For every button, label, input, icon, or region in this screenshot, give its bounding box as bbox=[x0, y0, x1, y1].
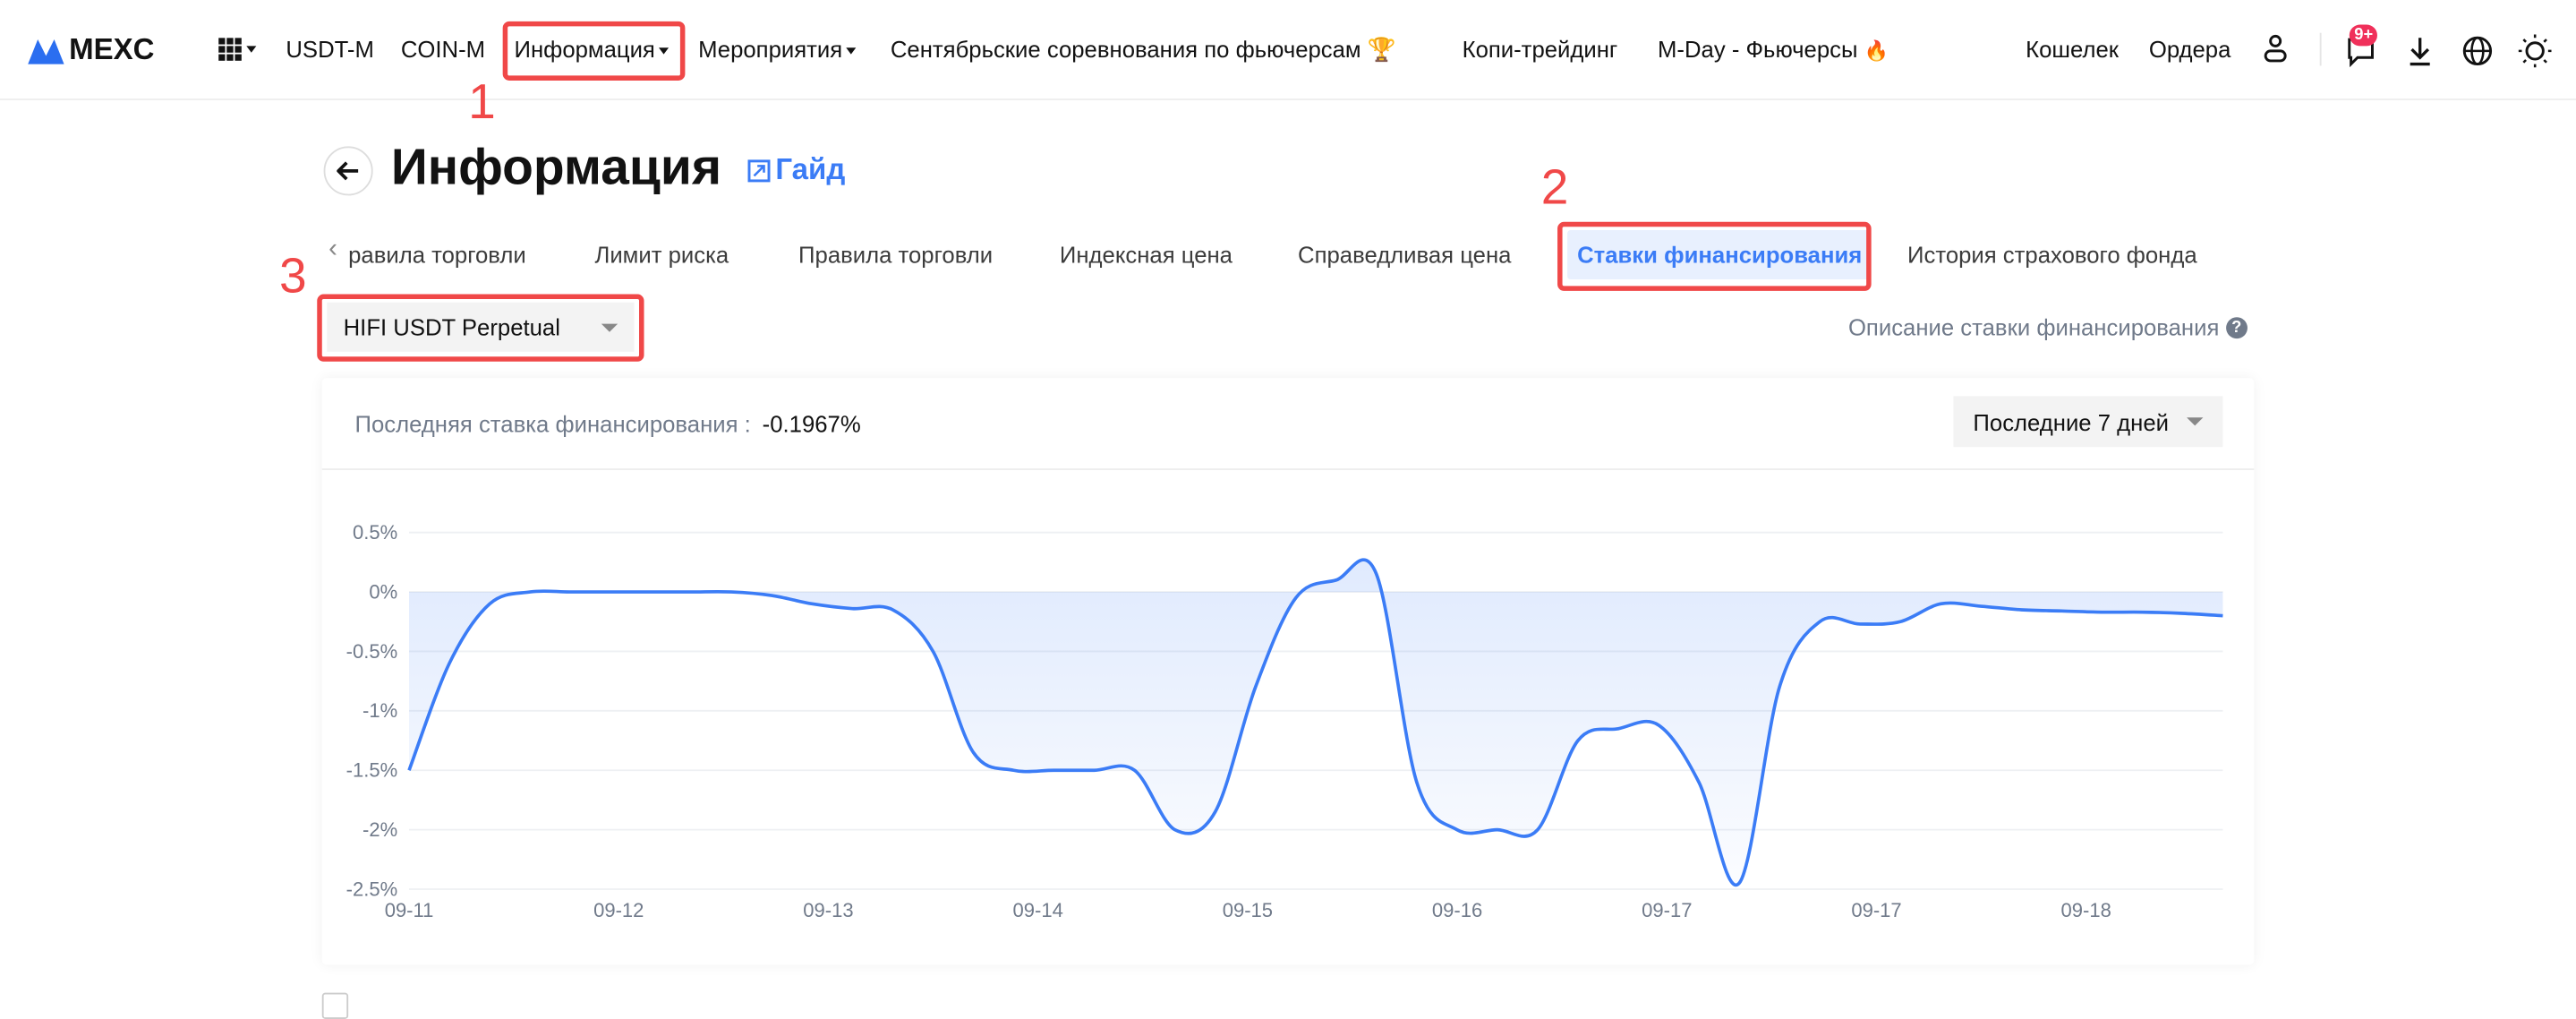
top-nav: MEXC USDT-M COIN-M Информация Мероприяти… bbox=[0, 0, 2576, 100]
tab-trading-rules-2[interactable]: Правила торговли bbox=[798, 242, 993, 268]
y-tick-label: 0% bbox=[369, 580, 397, 603]
guide-label: Гайд bbox=[775, 153, 845, 188]
annotation-number-2: 2 bbox=[1541, 161, 1569, 217]
funding-description-link[interactable]: Описание ставки финансирования ? bbox=[1848, 314, 2248, 340]
x-tick-label: 09-17 bbox=[1642, 899, 1692, 921]
funding-description-label: Описание ставки финансирования bbox=[1848, 314, 2219, 340]
y-tick-label: -2% bbox=[363, 818, 397, 841]
x-tick-label: 09-15 bbox=[1223, 899, 1273, 921]
page-title: Информация bbox=[391, 138, 721, 197]
tab-risk-limit[interactable]: Лимит риска bbox=[594, 242, 729, 268]
nav-events[interactable]: Мероприятия bbox=[698, 36, 856, 62]
mexc-logo-icon bbox=[26, 35, 65, 64]
nav-competition[interactable]: Сентябрьские соревнования по фьючерсам 🏆 bbox=[891, 36, 1396, 64]
nav-coin-m[interactable]: COIN-M bbox=[401, 36, 485, 62]
y-tick-label: 0.5% bbox=[353, 521, 397, 544]
fire-icon: 🔥 bbox=[1864, 39, 1889, 63]
user-icon[interactable] bbox=[2261, 33, 2290, 66]
x-tick-label: 09-16 bbox=[1432, 899, 1482, 921]
apps-grid-icon[interactable] bbox=[218, 38, 258, 69]
y-tick-label: -0.5% bbox=[346, 640, 398, 663]
nav-usdt-m[interactable]: USDT-M bbox=[286, 36, 374, 62]
nav-mday-label: M-Day - Фьючерсы bbox=[1658, 36, 1857, 62]
caret-down-icon bbox=[846, 48, 856, 55]
notification-badge: 9+ bbox=[2350, 25, 2378, 47]
x-tick-label: 09-17 bbox=[1851, 899, 1901, 921]
annotation-number-3: 3 bbox=[279, 250, 307, 305]
area-fill bbox=[409, 560, 2222, 885]
nav-events-label: Мероприятия bbox=[698, 36, 842, 62]
tab-insurance-fund[interactable]: История страхового фонда bbox=[1907, 242, 2197, 268]
annotation-box-2 bbox=[1557, 222, 1872, 291]
help-icon: ? bbox=[2226, 316, 2248, 338]
nav-competition-label: Сентябрьские соревнования по фьючерсам bbox=[891, 36, 1361, 62]
y-tick-label: -2.5% bbox=[346, 878, 398, 900]
annotation-number-1: 1 bbox=[468, 75, 496, 131]
annotation-box-1 bbox=[503, 21, 686, 81]
y-tick-label: -1% bbox=[363, 699, 397, 722]
checkbox[interactable] bbox=[322, 993, 348, 1019]
globe-icon[interactable] bbox=[2461, 35, 2495, 68]
x-tick-label: 09-18 bbox=[2061, 899, 2111, 921]
funding-rate-line bbox=[409, 560, 2222, 885]
x-tick-label: 09-11 bbox=[385, 899, 434, 921]
guide-link[interactable]: Гайд bbox=[747, 153, 845, 188]
tabs-scroll-left-icon[interactable]: ‹ bbox=[328, 235, 337, 264]
funding-chart-card: Последняя ставка финансирования : -0.196… bbox=[322, 378, 2255, 964]
tab-fair-price[interactable]: Справедливая цена bbox=[1298, 242, 1511, 268]
guide-icon bbox=[747, 158, 771, 182]
tab-index-price[interactable]: Индексная цена bbox=[1060, 242, 1233, 268]
funding-rate-chart[interactable]: 0.5% 0% -0.5% -1% -1.5% -2% -2.5%09-11 09-12 09-… bbox=[322, 378, 2255, 964]
tab-trading-rules-1[interactable]: равила торговли bbox=[348, 242, 526, 268]
annotation-box-3 bbox=[317, 295, 644, 362]
nav-wallet[interactable]: Кошелек bbox=[2026, 36, 2119, 62]
nav-orders[interactable]: Ордера bbox=[2149, 36, 2231, 62]
theme-sun-icon[interactable] bbox=[2517, 33, 2553, 69]
x-tick-label: 09-13 bbox=[803, 899, 853, 921]
nav-copy-trading[interactable]: Копи-трейдинг bbox=[1463, 36, 1618, 62]
logo[interactable]: MEXC bbox=[26, 33, 154, 68]
x-tick-label: 09-14 bbox=[1013, 899, 1063, 921]
nav-mday[interactable]: M-Day - Фьючерсы 🔥 bbox=[1658, 36, 1889, 62]
divider bbox=[2320, 33, 2322, 66]
trophy-icon: 🏆 bbox=[1368, 36, 1396, 62]
logo-text: MEXC bbox=[69, 33, 154, 68]
y-tick-label: -1.5% bbox=[346, 759, 398, 782]
download-icon[interactable] bbox=[2405, 35, 2435, 68]
arrow-left-icon bbox=[337, 161, 360, 181]
back-button[interactable] bbox=[324, 146, 373, 195]
x-tick-label: 09-12 bbox=[593, 899, 644, 921]
